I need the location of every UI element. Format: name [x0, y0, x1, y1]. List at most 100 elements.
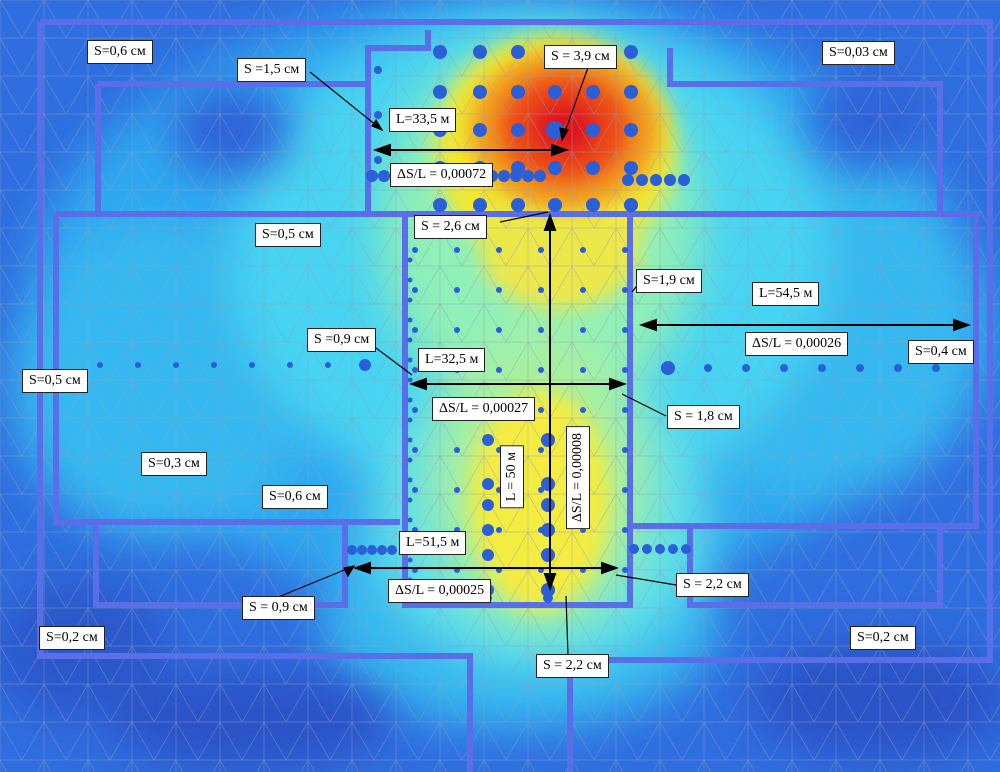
pile-marker: [496, 527, 502, 533]
pile-marker: [482, 524, 494, 536]
settlement-label-s02-right: S=0,2 см: [850, 626, 916, 650]
ratio-label-00027: ΔS/L = 0,00027: [432, 397, 536, 421]
ratio-label-00072: ΔS/L = 0,00072: [390, 163, 494, 187]
pile-marker: [510, 170, 522, 182]
pile-marker: [482, 434, 494, 446]
pile-marker: [374, 111, 382, 119]
leader-s18: [621, 393, 667, 417]
pile-marker: [473, 198, 487, 212]
pile-marker: [622, 367, 628, 373]
pile-marker: [496, 367, 502, 373]
leader-s26: [499, 211, 549, 223]
settlement-label-s22-right: S = 2,2 см: [676, 573, 749, 597]
arrowhead: [609, 377, 627, 391]
pile-marker: [541, 477, 555, 491]
pile-marker: [681, 544, 691, 554]
pile-marker: [548, 198, 562, 212]
pile-marker: [496, 247, 502, 253]
pile-marker: [704, 364, 712, 372]
pile-marker: [543, 593, 553, 603]
pile-marker: [496, 287, 502, 293]
pile-marker: [412, 327, 418, 333]
pile-marker: [580, 407, 586, 413]
pile-marker: [534, 170, 546, 182]
pile-marker: [407, 317, 413, 323]
pile-marker: [407, 457, 413, 463]
pile-marker: [538, 247, 544, 253]
pile-marker: [211, 362, 217, 368]
pile-marker: [407, 377, 413, 383]
pile-marker: [412, 487, 418, 493]
pile-marker: [538, 487, 544, 493]
arrowhead: [601, 561, 619, 575]
pile-marker: [473, 45, 487, 59]
arrowhead: [353, 561, 371, 575]
pile-marker: [541, 498, 555, 512]
foundation-walls: [37, 19, 993, 772]
pile-marker: [580, 367, 586, 373]
pile-marker: [856, 364, 864, 372]
pile-marker: [586, 85, 600, 99]
pile-marker: [454, 327, 460, 333]
pile-marker: [407, 497, 413, 503]
arrowhead: [551, 143, 569, 157]
pile-marker: [97, 362, 103, 368]
pile-marker: [407, 337, 413, 343]
pile-marker: [538, 407, 544, 413]
pile-marker: [407, 357, 413, 363]
pile-marker: [412, 247, 418, 253]
pile-marker: [622, 247, 628, 253]
leader-s22-right: [615, 574, 677, 586]
pile-marker: [624, 161, 638, 175]
ratio-label-00025: ΔS/L = 0,00025: [388, 579, 492, 603]
pile-marker: [407, 517, 413, 523]
pile-marker: [668, 544, 678, 554]
settlement-label-s39: S = 3,9 см: [544, 45, 617, 69]
settlement-label-s26: S = 2,6 см: [414, 215, 487, 239]
pile-marker: [407, 257, 413, 263]
pile-marker: [135, 362, 141, 368]
settlement-label-s18: S = 1,8 см: [667, 405, 740, 429]
pile-marker: [522, 170, 534, 182]
dim-label-l335: L=33,5 м: [389, 108, 457, 132]
pile-marker: [454, 447, 460, 453]
pile-marker: [378, 170, 390, 182]
pile-marker: [622, 327, 628, 333]
pile-marker: [580, 287, 586, 293]
pile-marker: [407, 297, 413, 303]
pile-marker: [538, 327, 544, 333]
settlement-label-s09-low: S = 0,9 см: [242, 596, 315, 620]
settlement-label-s05-mid: S=0,5 см: [255, 223, 321, 247]
pile-marker: [498, 170, 510, 182]
pile-marker: [407, 557, 413, 563]
pile-marker: [374, 66, 382, 74]
pile-marker: [347, 545, 357, 555]
leader-s09: [371, 344, 413, 376]
pile-marker: [374, 156, 382, 164]
pile-marker: [541, 523, 555, 537]
pile-marker: [538, 367, 544, 373]
pile-marker: [742, 364, 750, 372]
dim-label-l50: L = 50 м: [500, 445, 524, 509]
dimension-lines: [353, 143, 971, 591]
pile-marker: [678, 174, 690, 186]
pile-marker: [622, 447, 628, 453]
pile-marker: [622, 407, 628, 413]
pile-marker: [407, 437, 413, 443]
ratio-label-00026: ΔS/L = 0,00026: [745, 332, 849, 356]
pile-marker: [624, 85, 638, 99]
pile-marker: [407, 417, 413, 423]
pile-marker: [642, 544, 652, 554]
arrowhead: [373, 143, 391, 157]
pile-marker: [482, 549, 494, 561]
pile-marker: [538, 447, 544, 453]
pile-marker: [661, 361, 675, 375]
settlement-label-s04-right: S=0,4 см: [908, 340, 974, 364]
arrowhead: [543, 573, 557, 591]
pile-marker: [622, 567, 628, 573]
pile-marker: [412, 407, 418, 413]
pile-marker: [622, 174, 634, 186]
pile-marker: [650, 174, 662, 186]
